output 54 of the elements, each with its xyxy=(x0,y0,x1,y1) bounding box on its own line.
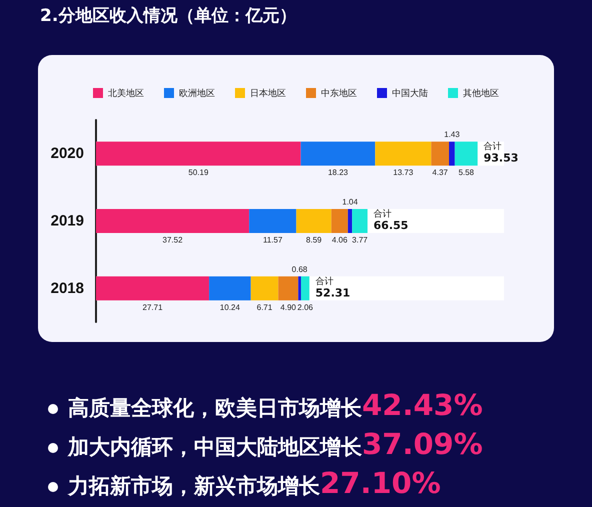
text: 合计 xyxy=(484,141,502,152)
data-label: 4.06 xyxy=(332,236,348,244)
total-label: 66.55 xyxy=(374,219,408,232)
data-label: 37.52 xyxy=(162,236,184,244)
text: 高质量全球化，欧美日市场增长42.43% xyxy=(68,388,483,422)
bar xyxy=(348,209,352,233)
data-label: 0.68 xyxy=(292,264,308,274)
data-label: 5.58 xyxy=(458,168,475,178)
data-label: 1.43 xyxy=(444,130,460,140)
bar xyxy=(352,209,368,233)
legend-label: 其他地区 xyxy=(463,88,499,98)
data-label: 18.23 xyxy=(328,168,349,178)
bar xyxy=(96,209,250,233)
bar xyxy=(300,142,376,166)
data-label: 13.73 xyxy=(393,168,414,178)
bar xyxy=(209,276,251,300)
text: 加大内循环，中国大陆地区增长37.09% xyxy=(68,427,483,461)
y-tick-label: 2019 xyxy=(50,212,84,230)
data-label: 11.57 xyxy=(262,236,283,244)
data-label: 8.59 xyxy=(306,236,322,244)
data-label: 4.90 xyxy=(280,302,297,312)
data-label: 1.04 xyxy=(342,198,358,206)
bar xyxy=(454,142,478,166)
bar xyxy=(250,276,278,300)
data-label: 10.24 xyxy=(220,302,240,312)
y-tick-label: 2020 xyxy=(50,145,84,162)
data-label: 4.37 xyxy=(432,168,448,178)
legend-label: 欧洲地区 xyxy=(179,88,215,98)
text: 力拓新市场，新兴市场增长27.10% xyxy=(68,466,441,500)
data-label: 27.71 xyxy=(142,302,164,312)
annotation: 合计 xyxy=(315,276,334,287)
total-label: 52.31 xyxy=(315,286,350,300)
chart-title: 2.分地区收入情况（单位：亿元） xyxy=(40,5,296,27)
bar xyxy=(296,209,332,233)
bar xyxy=(431,142,449,166)
legend-label: 日本地区 xyxy=(250,88,286,98)
legend-label: 中国大陆 xyxy=(392,88,428,98)
legend-label: 中东地区 xyxy=(321,88,357,98)
data-label: 2.06 xyxy=(297,302,314,312)
annotation: 合计 xyxy=(374,208,392,220)
bar xyxy=(375,142,432,166)
bar xyxy=(96,276,210,300)
data-label: 3.77 xyxy=(352,236,368,244)
data-label: 50.19 xyxy=(188,168,209,178)
data-label: 6.71 xyxy=(256,302,273,312)
bar xyxy=(298,276,301,300)
legend-label: 北美地区 xyxy=(108,88,144,98)
y-tick-label: 2018 xyxy=(50,280,84,297)
bar xyxy=(278,276,298,300)
bar xyxy=(249,209,296,233)
bar xyxy=(331,209,348,233)
total-label: 93.53 xyxy=(484,152,518,165)
bar xyxy=(300,276,310,300)
bar xyxy=(449,142,455,166)
